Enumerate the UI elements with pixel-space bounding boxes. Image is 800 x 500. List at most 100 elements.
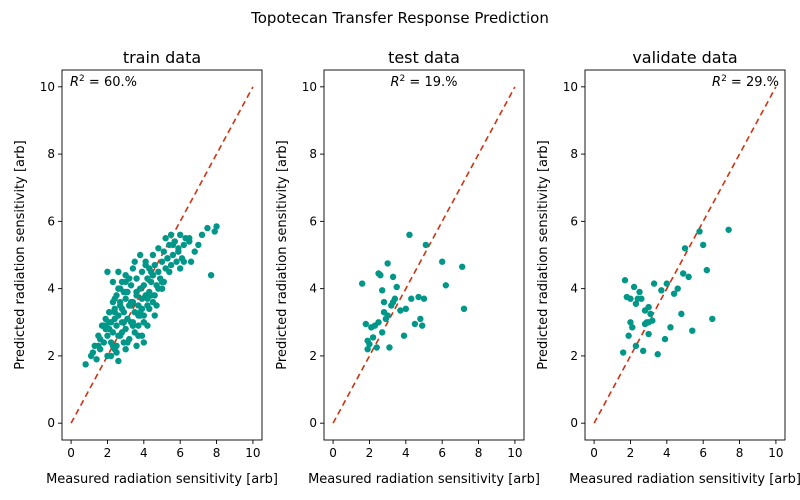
identity-line	[593, 86, 777, 424]
data-point	[176, 265, 184, 272]
y-tick-label: 6	[47, 214, 55, 228]
data-point	[138, 305, 146, 313]
data-point	[191, 248, 198, 255]
data-point	[164, 255, 171, 262]
data-point	[82, 361, 89, 368]
identity-line	[332, 86, 516, 424]
data-point	[625, 332, 632, 339]
data-point	[151, 312, 158, 319]
data-point	[420, 295, 428, 302]
data-point	[93, 356, 100, 363]
data-point	[678, 310, 685, 318]
data-point	[167, 261, 175, 269]
panel-3: validate data 0 2 4 6 8 10 0 2 4 6 8 10 Measured radi…	[536, 48, 800, 487]
data-point	[158, 285, 166, 292]
data-point	[138, 268, 146, 276]
x-axis-label: Measured radiation sensitivity [arb]	[308, 472, 540, 487]
data-point	[667, 324, 674, 331]
panel-1: train data 0 2 4 6 8 10 0 2 4 6 8 10 Measured radiati…	[13, 48, 278, 487]
data-point	[629, 324, 636, 331]
data-point	[438, 258, 446, 265]
data-point	[166, 268, 173, 276]
data-point	[107, 352, 115, 360]
data-point	[142, 261, 149, 269]
data-point	[131, 258, 138, 265]
r2-annotation: R2 = 29.%	[712, 74, 779, 90]
y-tick-label: 8	[309, 147, 317, 161]
data-point	[129, 319, 137, 326]
x-tick-label: 6	[699, 446, 707, 460]
y-axis-label: Predicted radiation sensitivity [arb]	[13, 140, 28, 369]
x-tick-label: 0	[329, 446, 337, 460]
data-point	[373, 344, 380, 351]
panel-2: test data 0 2 4 6 8 10 0 2 4 6 8 10 Measured radiatio…	[275, 48, 540, 487]
r2-annotation: R2 = 19.%	[391, 74, 458, 90]
y-tick-label: 6	[309, 214, 317, 228]
data-point	[115, 357, 122, 365]
axes-frame	[584, 69, 786, 441]
data-point	[402, 305, 410, 313]
data-point	[198, 231, 206, 239]
data-point	[122, 295, 129, 302]
data-point	[378, 329, 386, 336]
panel-title: test data	[388, 48, 460, 67]
data-point	[175, 248, 182, 255]
data-point	[104, 268, 111, 276]
data-point	[140, 339, 148, 346]
figure-suptitle: Topotecan Transfer Response Prediction	[250, 9, 549, 27]
data-point	[418, 322, 426, 329]
data-point	[120, 288, 128, 296]
data-point	[699, 241, 707, 249]
data-point	[658, 287, 665, 294]
data-point	[129, 265, 137, 272]
x-tick-label: 10	[768, 446, 783, 460]
y-tick-label: 10	[563, 80, 578, 94]
data-point	[703, 266, 711, 274]
data-point	[384, 260, 391, 267]
data-point	[645, 303, 652, 311]
x-tick-label: 6	[438, 446, 446, 460]
data-point	[95, 342, 102, 350]
data-point	[149, 251, 157, 259]
data-point	[207, 271, 215, 279]
x-tick-label: 8	[213, 446, 221, 460]
data-point	[126, 275, 133, 282]
axes-frame	[61, 69, 263, 441]
x-tick-label: 4	[140, 446, 148, 460]
y-tick-label: 2	[570, 349, 578, 363]
data-point	[362, 320, 370, 328]
data-point	[195, 241, 202, 249]
x-tick-label: 8	[736, 446, 744, 460]
data-point	[358, 280, 366, 287]
r2-value: 60.%	[104, 75, 137, 90]
data-point	[113, 342, 120, 350]
data-point	[127, 282, 135, 289]
r2-value: 29.%	[746, 75, 779, 90]
y-axis-label: Predicted radiation sensitivity [arb]	[536, 140, 551, 369]
data-point	[104, 332, 111, 339]
data-point	[389, 298, 397, 306]
data-point	[422, 241, 430, 249]
data-point	[384, 312, 391, 319]
points-group	[358, 231, 468, 353]
data-point	[118, 329, 126, 336]
data-point	[650, 280, 658, 287]
data-point	[389, 273, 397, 281]
x-tick-label: 6	[176, 446, 184, 460]
data-point	[408, 295, 415, 302]
data-point	[187, 258, 195, 265]
data-point	[632, 342, 640, 350]
identity-line	[70, 86, 254, 424]
data-point	[689, 327, 696, 334]
data-point	[369, 334, 377, 341]
x-tick-label: 10	[507, 446, 522, 460]
x-tick-label: 10	[245, 446, 260, 460]
data-point	[679, 270, 687, 277]
data-point	[417, 315, 424, 323]
data-point	[400, 332, 408, 339]
x-tick-label: 4	[663, 446, 671, 460]
r2-value: 19.%	[424, 75, 457, 90]
data-point	[645, 319, 652, 326]
data-point	[619, 349, 627, 356]
